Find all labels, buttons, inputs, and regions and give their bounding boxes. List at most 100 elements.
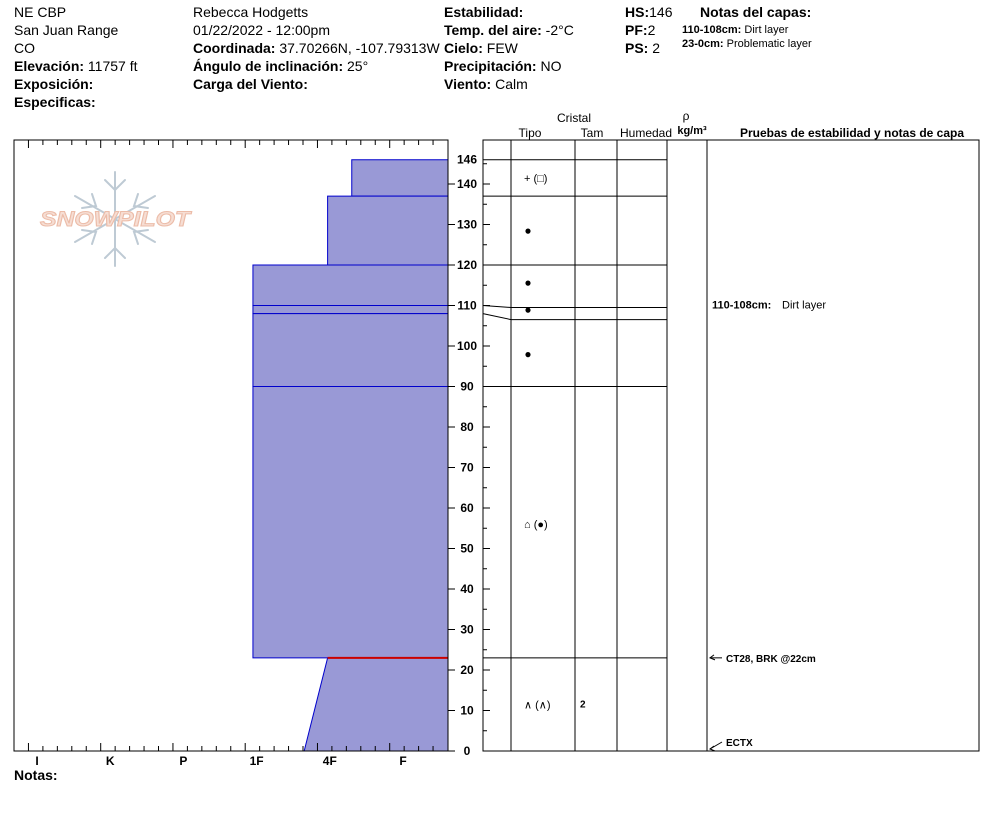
depth-axis: 0 10 20 30 40 50 60 70 80 90 100 110 120 130 140 146 xyxy=(448,153,490,758)
sky-value: FEW xyxy=(486,40,518,56)
depth-label: 40 xyxy=(460,582,474,596)
layer-note-1: 110-108cm: Dirt layer xyxy=(682,24,788,36)
datetime: 01/22/2022 - 12:00pm xyxy=(193,22,330,38)
snowflake-icon xyxy=(74,171,156,267)
depth-label: 0 xyxy=(464,744,471,758)
layer-note-2-text: Problematic layer xyxy=(726,38,812,50)
depth-label: 60 xyxy=(460,501,474,515)
stability-tests: 110-108cm: Dirt layer CT28, BRK @22cm ECTX xyxy=(708,300,826,752)
grain-symbol-6: ⌂ (●) xyxy=(524,519,548,531)
grain-symbol-7: ∧ (∧) xyxy=(524,699,551,711)
depth-label: 100 xyxy=(457,339,477,353)
column-header-tests: Pruebas de estabilidad y notas de capa xyxy=(740,126,964,140)
depth-label: 140 xyxy=(457,177,477,191)
hardness-profile xyxy=(252,159,449,752)
row-connector-108 xyxy=(482,313,512,321)
hardness-label: 1F xyxy=(250,754,264,768)
depth-label: 130 xyxy=(457,218,477,232)
depth-label: 90 xyxy=(460,380,474,394)
test-arrow-head-1 xyxy=(708,654,716,661)
pf-label: PF: xyxy=(625,22,648,38)
observer: Rebecca Hodgetts xyxy=(193,4,309,20)
hs-value: 146 xyxy=(649,4,673,20)
profile-layer-3 xyxy=(252,264,449,306)
elevation-label: Elevación: xyxy=(14,58,85,74)
stability-label: Estabilidad: xyxy=(444,4,524,20)
hs-row: HS:146 xyxy=(625,4,672,20)
column-header-density-unit: kg/m³ xyxy=(677,125,707,137)
airtemp-value: -2°C xyxy=(545,22,574,38)
aspect-label: Exposición: xyxy=(14,76,94,92)
hardness-axis: I K P 1F 4F F xyxy=(13,140,434,768)
profile-layer-2 xyxy=(327,195,449,266)
slope-label: Ángulo de inclinación: xyxy=(193,58,344,74)
profile-layer-1 xyxy=(351,159,449,197)
coord-row: Coordinada: 37.70266N, -107.79313W xyxy=(193,40,440,56)
profile-layer-7 xyxy=(303,657,449,752)
grain-cells: + (□) ● ● ● ● ⌂ (●) ∧ (∧) 2 xyxy=(524,173,586,711)
layer-note-depth: 110-108cm: xyxy=(712,300,771,312)
slope-value: 25° xyxy=(347,58,369,74)
windload-label: Carga del Viento: xyxy=(193,76,308,92)
wind-value: Calm xyxy=(495,76,528,92)
slope-row: Ángulo de inclinación: 25° xyxy=(193,58,368,74)
depth-label: 80 xyxy=(460,420,474,434)
profile-layer-6 xyxy=(252,386,449,659)
coord-label: Coordinada: xyxy=(193,40,276,56)
elevation-value: 11757 ft xyxy=(87,58,138,74)
coord-value: 37.70266N, -107.79313W xyxy=(279,40,440,56)
hardness-label: I xyxy=(35,754,38,768)
test-result-1: CT28, BRK @22cm xyxy=(726,654,816,665)
notes-label: Notas: xyxy=(14,767,58,783)
layer-note-1-depth: 110-108cm: xyxy=(682,24,742,36)
depth-label: 30 xyxy=(460,623,474,637)
depth-label: 110 xyxy=(457,299,477,313)
column-header-density-symbol: ρ xyxy=(683,109,690,123)
profile-layer-5 xyxy=(252,313,449,387)
profile-layer-4 xyxy=(252,305,449,315)
pf-row: PF:2 xyxy=(625,22,655,38)
hardness-label: P xyxy=(179,754,187,768)
wind-row: Viento: Calm xyxy=(444,76,528,92)
sky-row: Cielo: FEW xyxy=(444,40,518,56)
ps-label: PS: xyxy=(625,40,649,56)
state: CO xyxy=(14,40,35,56)
column-header-type: Tipo xyxy=(519,126,542,140)
row-connector-110 xyxy=(482,305,512,308)
wind-label: Viento: xyxy=(444,76,492,92)
hardness-label: 4F xyxy=(323,754,337,768)
depth-label: 10 xyxy=(460,704,474,718)
column-header-crystal: Cristal xyxy=(557,111,591,125)
layer-note-2-depth: 23-0cm: xyxy=(682,38,724,50)
grain-symbol-1: + (□) xyxy=(524,173,547,185)
pf-value: 2 xyxy=(647,22,656,38)
sky-label: Cielo: xyxy=(444,40,483,56)
test-result-2: ECTX xyxy=(726,738,753,749)
depth-label: 146 xyxy=(457,153,477,167)
specifics-label: Especificas: xyxy=(14,94,96,110)
layer-note-text: Dirt layer xyxy=(782,300,826,312)
precip-label: Precipitación: xyxy=(444,58,537,74)
depth-label: 70 xyxy=(460,461,474,475)
precip-value: NO xyxy=(540,58,562,74)
airtemp-label: Temp. del aire: xyxy=(444,22,542,38)
grain-size-7: 2 xyxy=(580,699,586,710)
depth-label: 50 xyxy=(460,542,474,556)
hardness-label: K xyxy=(106,754,115,768)
grain-symbol-3: ● xyxy=(524,275,531,289)
depth-label: 20 xyxy=(460,663,474,677)
grain-symbol-2: ● xyxy=(524,224,531,238)
grain-table-rows xyxy=(482,159,667,659)
column-header-size: Tam xyxy=(581,126,604,140)
grain-symbol-5: ● xyxy=(524,347,531,361)
hs-label: HS: xyxy=(625,4,650,20)
ps-value: 2 xyxy=(652,40,661,56)
grain-table-frame xyxy=(482,139,980,752)
airtemp-row: Temp. del aire: -2°C xyxy=(444,22,574,38)
precip-row: Precipitación: NO xyxy=(444,58,561,74)
location: NE CBP xyxy=(14,4,67,20)
hardness-label: F xyxy=(399,754,406,768)
layer-notes-label: Notas del capas: xyxy=(700,4,812,20)
ps-row: PS: 2 xyxy=(625,40,660,56)
